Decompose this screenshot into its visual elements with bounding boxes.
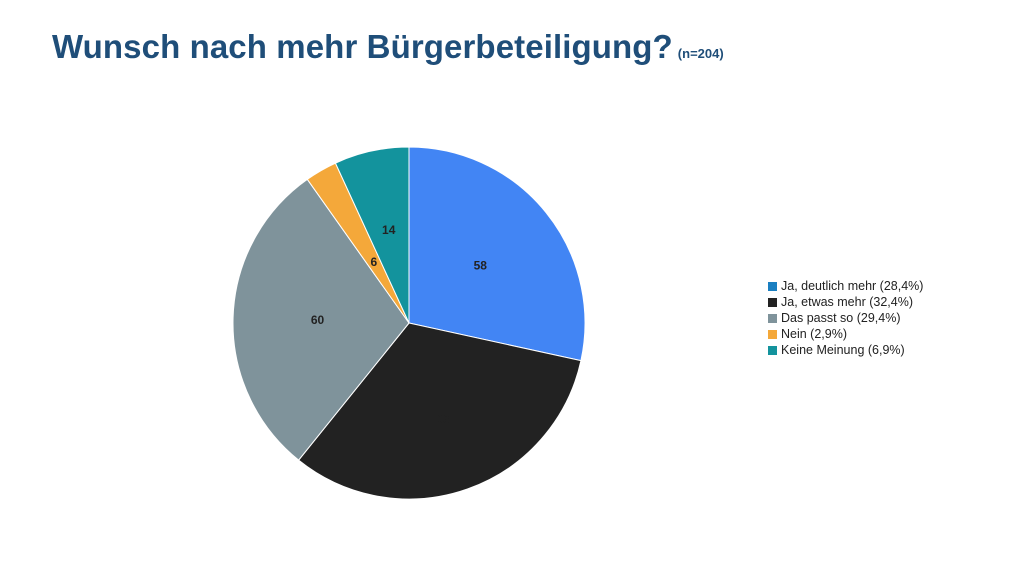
pie-slice xyxy=(334,146,410,324)
page-title: Wunsch nach mehr Bürgerbeteiligung? xyxy=(52,28,673,65)
legend-label: Ja, deutlich mehr (28,4%) xyxy=(781,279,924,293)
title-block: Wunsch nach mehr Bürgerbeteiligung? (n=20… xyxy=(52,28,724,66)
legend-label: Ja, etwas mehr (32,4%) xyxy=(781,295,913,309)
legend-swatch xyxy=(768,313,777,323)
slice-value-label: 66 xyxy=(436,412,450,426)
legend-label: Das passt so (29,4%) xyxy=(781,311,901,325)
legend-item: Das passt so (29,4%) xyxy=(768,310,923,326)
pie-slice xyxy=(297,322,582,500)
legend-item: Ja, etwas mehr (32,4%) xyxy=(768,294,923,310)
slice-value-label: 6 xyxy=(370,255,377,269)
slice-value-label: 14 xyxy=(382,223,396,237)
legend-item: Keine Meinung (6,9%) xyxy=(768,342,923,358)
pie-slice xyxy=(232,178,410,461)
legend-swatch xyxy=(768,345,777,355)
legend-item: Nein (2,9%) xyxy=(768,326,923,342)
legend-item: Ja, deutlich mehr (28,4%) xyxy=(768,278,923,294)
pie-slices xyxy=(232,146,586,500)
pie-slice xyxy=(408,146,586,362)
legend-label: Keine Meinung (6,9%) xyxy=(781,343,905,357)
slice-value-label: 58 xyxy=(474,259,488,273)
legend-swatch xyxy=(768,297,777,307)
pie-labels: 58 66 60 6 14 xyxy=(311,223,487,426)
legend-swatch xyxy=(768,329,777,339)
chart-legend: Ja, deutlich mehr (28,4%) Ja, etwas mehr … xyxy=(768,278,923,358)
sample-size: (n=204) xyxy=(677,46,724,61)
slice-value-label: 60 xyxy=(311,313,325,327)
legend-swatch xyxy=(768,281,777,291)
legend-label: Nein (2,9%) xyxy=(781,327,847,341)
